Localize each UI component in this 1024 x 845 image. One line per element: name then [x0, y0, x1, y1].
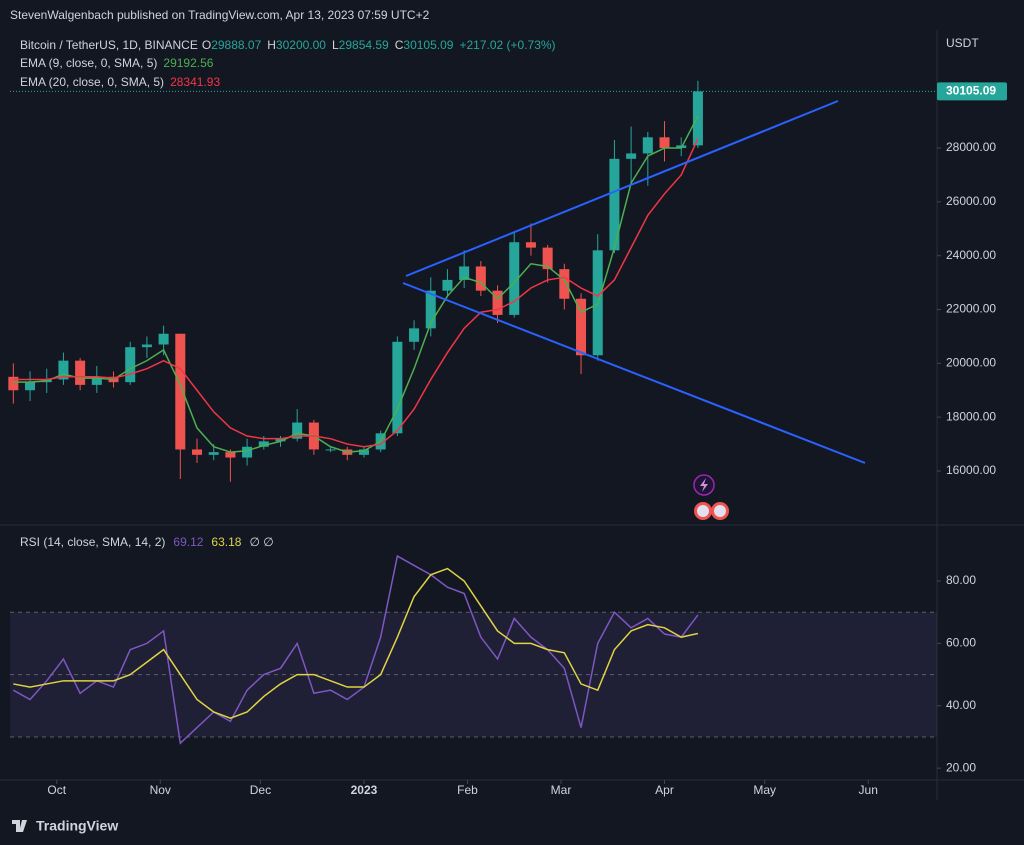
candle-body: [475, 266, 486, 291]
y-tick-label: 18000.00: [946, 409, 996, 423]
logo-text: TradingView: [36, 818, 118, 834]
candle-body: [325, 449, 336, 451]
candle-body: [542, 247, 553, 270]
ohlc-key: L: [332, 38, 339, 52]
y-tick-label: 24000.00: [946, 248, 996, 262]
flag-icon-inner: [697, 505, 709, 517]
ema-line: [13, 138, 699, 448]
ema-name: EMA (20, close, 0, SMA, 5): [20, 75, 164, 89]
trend-line: [405, 100, 839, 277]
candle-body: [208, 452, 219, 455]
y-tick-label: 16000.00: [946, 463, 996, 477]
candle-body: [559, 269, 570, 299]
x-tick-label: Jun: [859, 783, 878, 797]
candle-body: [492, 290, 503, 315]
x-tick-label: Apr: [655, 783, 674, 797]
ema-line: [13, 115, 699, 453]
x-tick-label: Oct: [47, 783, 66, 797]
rsi-ma-line: [13, 567, 699, 720]
candle-body: [509, 242, 520, 315]
flag-icon-inner: [714, 505, 726, 517]
legend-ema: EMA (9, close, 0, SMA, 5) 29192.56: [20, 56, 214, 70]
ema-value: 28341.93: [170, 75, 220, 89]
rsi-line: [12, 554, 699, 745]
rsi-name: RSI (14, close, SMA, 14, 2): [20, 535, 165, 549]
y-tick-label: 28000.00: [946, 140, 996, 154]
candle-body: [392, 341, 403, 434]
ohlc-value: 29888.07: [211, 38, 261, 52]
x-tick-label: Nov: [150, 783, 171, 797]
candle-body: [292, 422, 303, 439]
x-tick-label: Feb: [457, 783, 478, 797]
rsi-extra: ∅ ∅: [249, 535, 273, 549]
last-price-tag: [937, 82, 1007, 101]
candle-body: [642, 137, 653, 154]
ohlc-key: O: [202, 38, 211, 52]
candle-body: [91, 376, 102, 385]
symbol: Bitcoin / TetherUS, 1D, BINANCE: [20, 38, 198, 52]
candle-body: [258, 441, 269, 447]
y-tick-label: 60.00: [946, 636, 976, 650]
publisher: StevenWalgenbach published on TradingVie…: [10, 8, 430, 22]
y-tick-label: 20.00: [946, 760, 976, 774]
candle-body: [659, 137, 670, 149]
candle-body: [125, 347, 136, 383]
candle-body: [8, 376, 19, 391]
candle-body: [525, 242, 536, 248]
x-tick-label: Dec: [250, 783, 271, 797]
candle-body: [225, 452, 236, 458]
rsi-value: 69.12: [173, 535, 203, 549]
candle-body: [75, 360, 86, 385]
ohlc-key: C: [395, 38, 404, 52]
y-tick-label: 80.00: [946, 573, 976, 587]
y-tick-label: 40.00: [946, 698, 976, 712]
candle-body: [175, 333, 186, 450]
legend-rsi: RSI (14, close, SMA, 14, 2) 69.12 63.18 ∅ ∅: [20, 535, 274, 549]
candle-body: [425, 290, 436, 329]
legend-ema: EMA (20, close, 0, SMA, 5) 28341.93: [20, 75, 220, 89]
change: +217.02 (+0.73%): [459, 38, 555, 52]
y-tick-label: 20000.00: [946, 356, 996, 370]
candle-body: [58, 360, 69, 380]
x-tick-label: Mar: [551, 783, 572, 797]
last-price-label: 30105.09: [946, 84, 996, 98]
y-tick-label: 26000.00: [946, 194, 996, 208]
x-tick-label: 2023: [351, 783, 378, 797]
lightning-icon: [700, 478, 708, 492]
candle-body: [459, 266, 470, 280]
candle-body: [242, 446, 253, 458]
y-tick-label: 22000.00: [946, 302, 996, 316]
x-tick-label: May: [753, 783, 776, 797]
candle-body: [409, 328, 420, 342]
trend-line: [402, 282, 866, 464]
rsi-value: 63.18: [211, 535, 241, 549]
candle-body: [692, 91, 703, 146]
candle-body: [442, 279, 453, 291]
legend-main: Bitcoin / TetherUS, 1D, BINANCE O29888.07…: [20, 38, 556, 52]
ohlc-value: 30105.09: [403, 38, 453, 52]
ema-value: 29192.56: [163, 56, 213, 70]
candle-body: [609, 158, 620, 251]
candle-body: [141, 344, 152, 348]
candle-body: [191, 449, 203, 455]
ohlc-value: 29854.59: [339, 38, 389, 52]
candle-body: [576, 298, 587, 356]
candle-body: [626, 153, 637, 159]
candle-body: [158, 333, 169, 345]
currency-label: USDT: [946, 36, 979, 50]
ohlc-value: 30200.00: [276, 38, 326, 52]
candle-body: [358, 449, 369, 455]
candle-body: [25, 382, 36, 391]
candle-body: [275, 438, 286, 442]
ohlc-key: H: [267, 38, 276, 52]
ema-name: EMA (9, close, 0, SMA, 5): [20, 56, 157, 70]
logo: TradingView: [12, 818, 118, 834]
